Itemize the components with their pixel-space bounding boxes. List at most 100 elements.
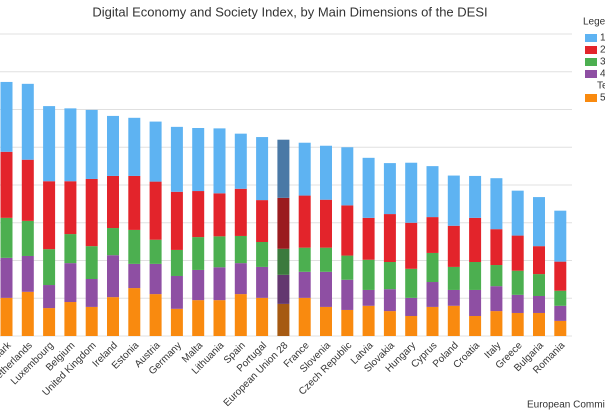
bar-segment: [277, 303, 290, 336]
legend-subtitle: Te: [597, 81, 605, 92]
legend-label: 1: [600, 33, 605, 44]
bar-segment: [234, 294, 247, 336]
bar-segment: [170, 126, 183, 192]
bar-segment: [383, 262, 396, 290]
legend-label: 4: [600, 69, 605, 80]
bar-segment: [43, 308, 56, 336]
bar-segment: [554, 261, 567, 291]
bar-segment: [128, 229, 141, 264]
bar-segment: [192, 127, 205, 192]
bar-segment: [533, 197, 545, 247]
bar-segment: [362, 157, 375, 218]
bar-segment: [362, 289, 375, 306]
bar-segment: [149, 121, 162, 182]
bar-segment: [43, 249, 56, 286]
bar-segment: [256, 137, 269, 201]
bar-segment: [533, 312, 545, 336]
bar-segment: [298, 142, 311, 196]
bar-segment: [320, 271, 332, 307]
bar-segment: [298, 195, 311, 248]
bar-segment: [64, 302, 77, 336]
bar-segment: [554, 320, 567, 336]
bar-segment: [213, 300, 226, 336]
bar-segment: [447, 266, 460, 290]
bar-segment: [234, 188, 247, 236]
source: European Commissi: [527, 400, 605, 410]
bar-segment: [511, 235, 524, 271]
bar-segment: [469, 217, 482, 263]
bar-segment: [383, 289, 396, 312]
bar-segment: [298, 297, 311, 336]
bar-segment: [447, 305, 460, 336]
bar-segment: [64, 234, 77, 264]
bar-segment: [213, 267, 226, 301]
bar-segment: [85, 109, 98, 179]
bar-segment: [341, 255, 354, 280]
bar-segment: [256, 242, 269, 267]
bar-segment: [490, 311, 503, 336]
bar-segment: [277, 274, 290, 304]
bar-segment: [298, 271, 311, 298]
bar-segment: [511, 312, 524, 336]
bar-segment: [85, 178, 98, 247]
bar-segment: [469, 175, 482, 218]
bar-segment: [405, 222, 418, 269]
bar-segment: [298, 247, 311, 272]
bar-segment: [43, 181, 56, 250]
bar-segment: [234, 133, 247, 189]
bar-segment: [170, 308, 183, 336]
legend-label: 5: [600, 93, 605, 104]
legend-label: 3: [600, 57, 605, 68]
bar-segment: [383, 163, 396, 215]
bar-segment: [64, 263, 77, 303]
bar-segment: [511, 270, 524, 295]
bar-segment: [149, 239, 162, 264]
bar-segment: [320, 199, 332, 248]
legend-title: Legen: [583, 17, 605, 28]
bar-segment: [170, 275, 183, 309]
bar-segment: [447, 175, 460, 226]
bar-segment: [341, 279, 354, 310]
bar-segment: [256, 266, 269, 298]
bar-segment: [85, 246, 98, 279]
bar-segment: [277, 248, 290, 275]
bar-segment: [21, 220, 34, 256]
bar-segment: [149, 263, 162, 295]
bar-segment: [533, 246, 545, 275]
bar-segment: [192, 269, 205, 301]
legend-swatch: [585, 94, 597, 102]
bar-segment: [234, 263, 247, 295]
bar-segment: [447, 289, 460, 306]
bar-segment: [149, 294, 162, 336]
bar-segment: [107, 255, 119, 298]
bar-segment: [234, 235, 247, 264]
bar-segment: [554, 210, 567, 262]
bar-segment: [0, 151, 13, 218]
bar-segment: [0, 297, 13, 336]
bar-segment: [107, 297, 119, 336]
bar-segment: [320, 145, 332, 200]
bar-segment: [192, 300, 205, 336]
bar-segment: [511, 190, 524, 236]
bar-segment: [320, 247, 332, 272]
bar-segment: [490, 265, 503, 287]
bar-segment: [213, 193, 226, 237]
bar-segment: [362, 259, 375, 290]
bar-segment: [107, 115, 119, 176]
bar-segment: [426, 282, 439, 307]
bar-segment: [533, 295, 545, 313]
bar-segment: [256, 297, 269, 336]
bar-segment: [0, 217, 13, 258]
bar-segment: [277, 139, 290, 198]
bar-segment: [64, 108, 77, 182]
legend-swatch: [585, 58, 597, 66]
bar-segment: [383, 214, 396, 263]
bar-segment: [0, 81, 13, 152]
bar-segment: [426, 166, 439, 218]
bar-segment: [0, 257, 13, 298]
bar-segment: [554, 290, 567, 306]
bar-segment: [341, 147, 354, 206]
legend-swatch: [585, 70, 597, 78]
bar-segment: [405, 268, 418, 298]
bar-segment: [85, 306, 98, 336]
